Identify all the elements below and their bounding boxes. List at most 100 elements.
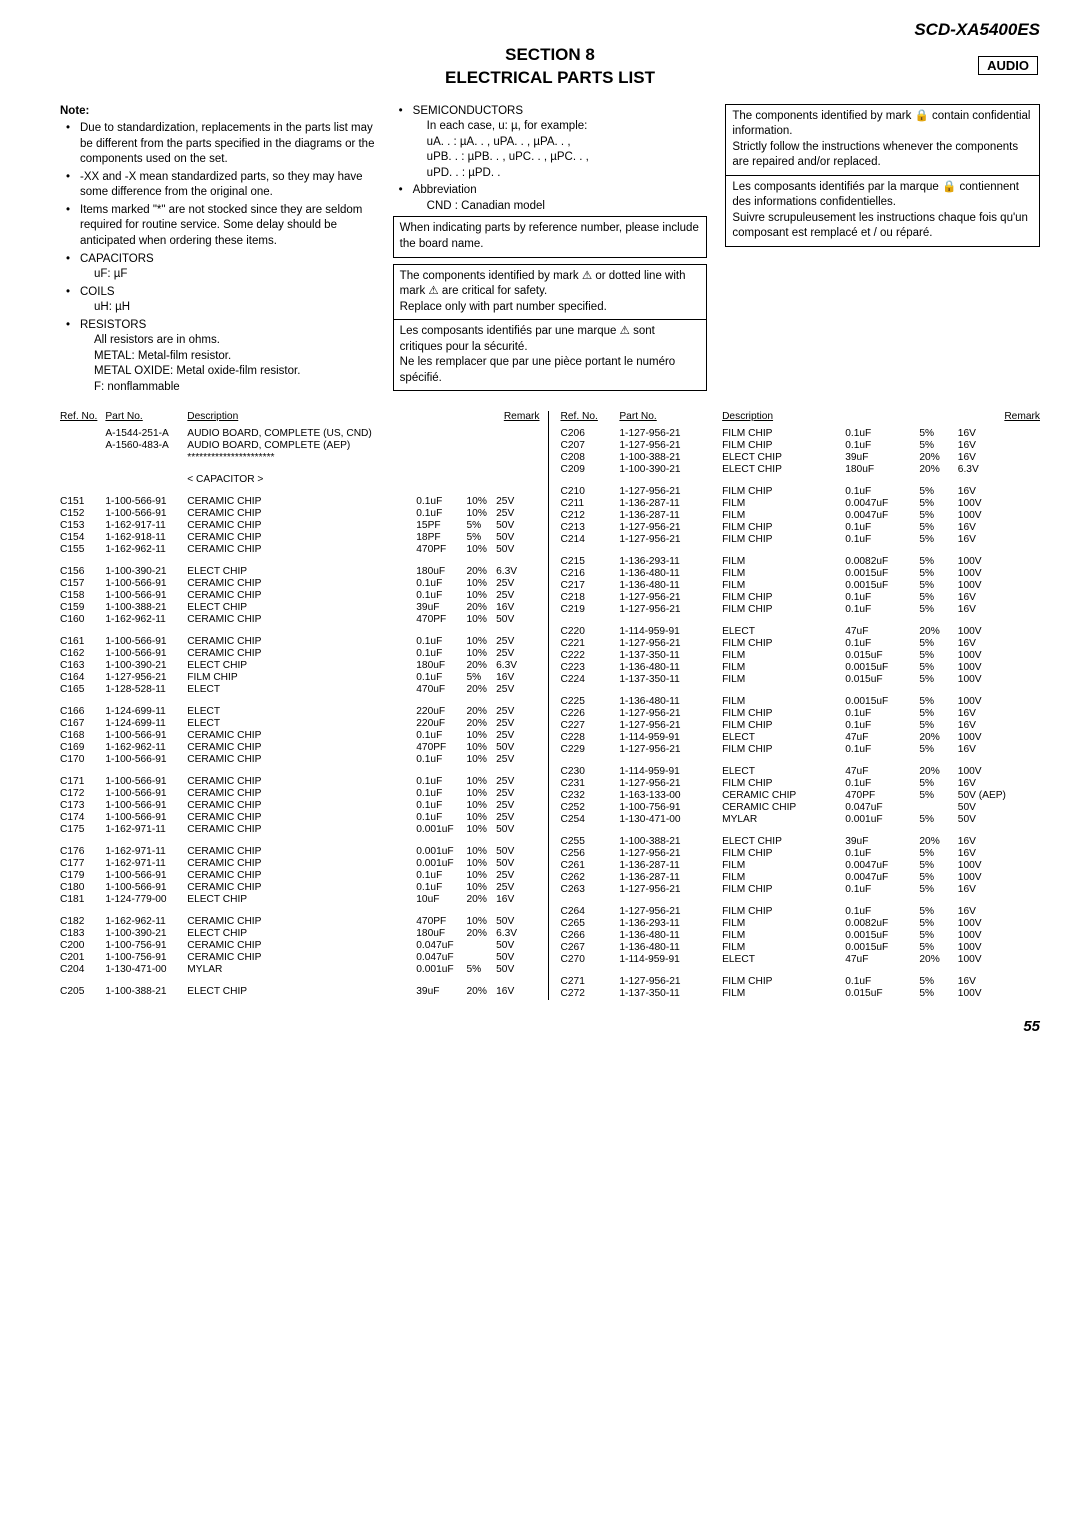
table-cell: C231 (561, 778, 620, 790)
table-cell: 5% (919, 662, 957, 674)
table-cell: 20% (467, 660, 497, 672)
table-cell: 5% (467, 672, 497, 684)
table-cell: 1-100-390-21 (619, 464, 722, 476)
table-cell: 1-136-480-11 (619, 662, 722, 674)
table-cell: 470PF (416, 544, 466, 556)
table-cell: 0.001uF (416, 846, 466, 858)
table-cell: FILM (722, 674, 845, 686)
table-cell: 25V (496, 788, 539, 800)
note-heading: Note: (60, 104, 375, 120)
table-cell: CERAMIC CHIP (722, 802, 845, 814)
table-row: C2141-127-956-21FILM CHIP0.1uF5%16V (561, 534, 1041, 546)
table-cell: C154 (60, 532, 105, 544)
table-cell: 1-100-566-91 (105, 496, 187, 508)
table-cell: 20% (467, 706, 497, 718)
table-cell: 25V (496, 882, 539, 894)
table-cell: FILM (722, 988, 845, 1000)
note-sub: uPB. . : µPB. . , uPC. . , µPC. . , (413, 150, 708, 166)
table-cell: C201 (60, 952, 105, 964)
table-cell: 0.001uF (416, 964, 466, 976)
table-cell: 20% (919, 732, 957, 744)
table-cell: 1-114-959-91 (619, 954, 722, 966)
table-row: C1761-162-971-11CERAMIC CHIP0.001uF10%50… (60, 846, 540, 858)
table-cell (60, 452, 105, 464)
table-row: C1821-162-962-11CERAMIC CHIP470PF10%50V (60, 916, 540, 928)
table-cell: 1-127-956-21 (619, 708, 722, 720)
table-row: C1741-100-566-91CERAMIC CHIP0.1uF10%25V (60, 812, 540, 824)
table-cell: 1-127-956-21 (619, 534, 722, 546)
parts-table-right: Ref. No. Part No. Description Remark C20… (561, 411, 1041, 1000)
table-cell: 20% (467, 684, 497, 696)
table-cell: 0.0015uF (845, 662, 919, 674)
table-row: C2231-136-480-11FILM0.0015uF5%100V (561, 662, 1041, 674)
parts-col-left: Ref. No. Part No. Description Remark A-1… (60, 411, 540, 1000)
table-cell: 1-100-566-91 (105, 636, 187, 648)
table-cell: 5% (919, 942, 957, 954)
table-cell: 5% (919, 498, 957, 510)
table-cell: 1-162-962-11 (105, 742, 187, 754)
info-box-3: The components identified by mark 🔒 cont… (725, 104, 1040, 247)
table-cell: 100V (958, 556, 1040, 568)
table-cell: ELECT CHIP (722, 452, 845, 464)
table-cell: 5% (919, 428, 957, 440)
table-cell: C174 (60, 812, 105, 824)
table-cell: 1-100-390-21 (105, 566, 187, 578)
table-row: C2291-127-956-21FILM CHIP0.1uF5%16V (561, 744, 1041, 756)
table-cell: 0.1uF (416, 578, 466, 590)
table-cell: 50V (AEP) (958, 790, 1040, 802)
table-cell: 10% (467, 800, 497, 812)
table-cell: 1-127-956-21 (619, 884, 722, 896)
table-cell: FILM CHIP (722, 720, 845, 732)
table-cell: C228 (561, 732, 620, 744)
table-cell: 5% (919, 604, 957, 616)
table-cell: C206 (561, 428, 620, 440)
table-cell: C205 (60, 986, 105, 998)
table-cell: 1-114-959-91 (619, 766, 722, 778)
table-row: C1771-162-971-11CERAMIC CHIP0.001uF10%50… (60, 858, 540, 870)
table-row: C2261-127-956-21FILM CHIP0.1uF5%16V (561, 708, 1041, 720)
table-row: C2281-114-959-91ELECT47uF20%100V (561, 732, 1041, 744)
table-row: C2061-127-956-21FILM CHIP0.1uF5%16V (561, 428, 1041, 440)
table-cell: 10% (467, 788, 497, 800)
table-row: C1571-100-566-91CERAMIC CHIP0.1uF10%25V (60, 578, 540, 590)
table-row: C2661-136-480-11FILM0.0015uF5%100V (561, 930, 1041, 942)
table-cell (60, 428, 105, 440)
table-cell: 25V (496, 636, 539, 648)
table-cell: 1-100-390-21 (105, 928, 187, 940)
table-cell: 25V (496, 496, 539, 508)
table-cell: C173 (60, 800, 105, 812)
table-cell: CERAMIC CHIP (187, 532, 416, 544)
table-cell: C158 (60, 590, 105, 602)
table-cell: C221 (561, 638, 620, 650)
note-sub: uF: µF (80, 267, 375, 283)
table-cell: 0.1uF (416, 800, 466, 812)
table-cell: 25V (496, 812, 539, 824)
table-cell: 5% (919, 556, 957, 568)
table-cell: 25V (496, 754, 539, 766)
table-cell: 5% (919, 522, 957, 534)
table-cell: CERAMIC CHIP (187, 614, 416, 626)
table-cell: 220uF (416, 706, 466, 718)
table-cell: 180uF (416, 928, 466, 940)
note-sub: METAL: Metal-film resistor. (80, 349, 375, 365)
table-cell: C157 (60, 578, 105, 590)
table-cell: 0.047uF (845, 802, 919, 814)
table-cell: 0.1uF (845, 884, 919, 896)
table-row: C2631-127-956-21FILM CHIP0.1uF5%16V (561, 884, 1041, 896)
table-cell: 0.015uF (845, 674, 919, 686)
table-cell: C177 (60, 858, 105, 870)
table-cell: C175 (60, 824, 105, 836)
table-cell: 39uF (845, 452, 919, 464)
table-cell: 50V (496, 916, 539, 928)
table-cell: 6.3V (958, 464, 1040, 476)
table-row: C1791-100-566-91CERAMIC CHIP0.1uF10%25V (60, 870, 540, 882)
table-cell: 20% (467, 928, 497, 940)
table-cell: C209 (561, 464, 620, 476)
table-cell: 5% (919, 988, 957, 1000)
table-cell: C213 (561, 522, 620, 534)
section-line-2: ELECTRICAL PARTS LIST (445, 68, 655, 87)
table-cell: C200 (60, 940, 105, 952)
table-cell: 0.015uF (845, 988, 919, 1000)
table-cell: 1-137-350-11 (619, 674, 722, 686)
table-cell: 16V (496, 602, 539, 614)
